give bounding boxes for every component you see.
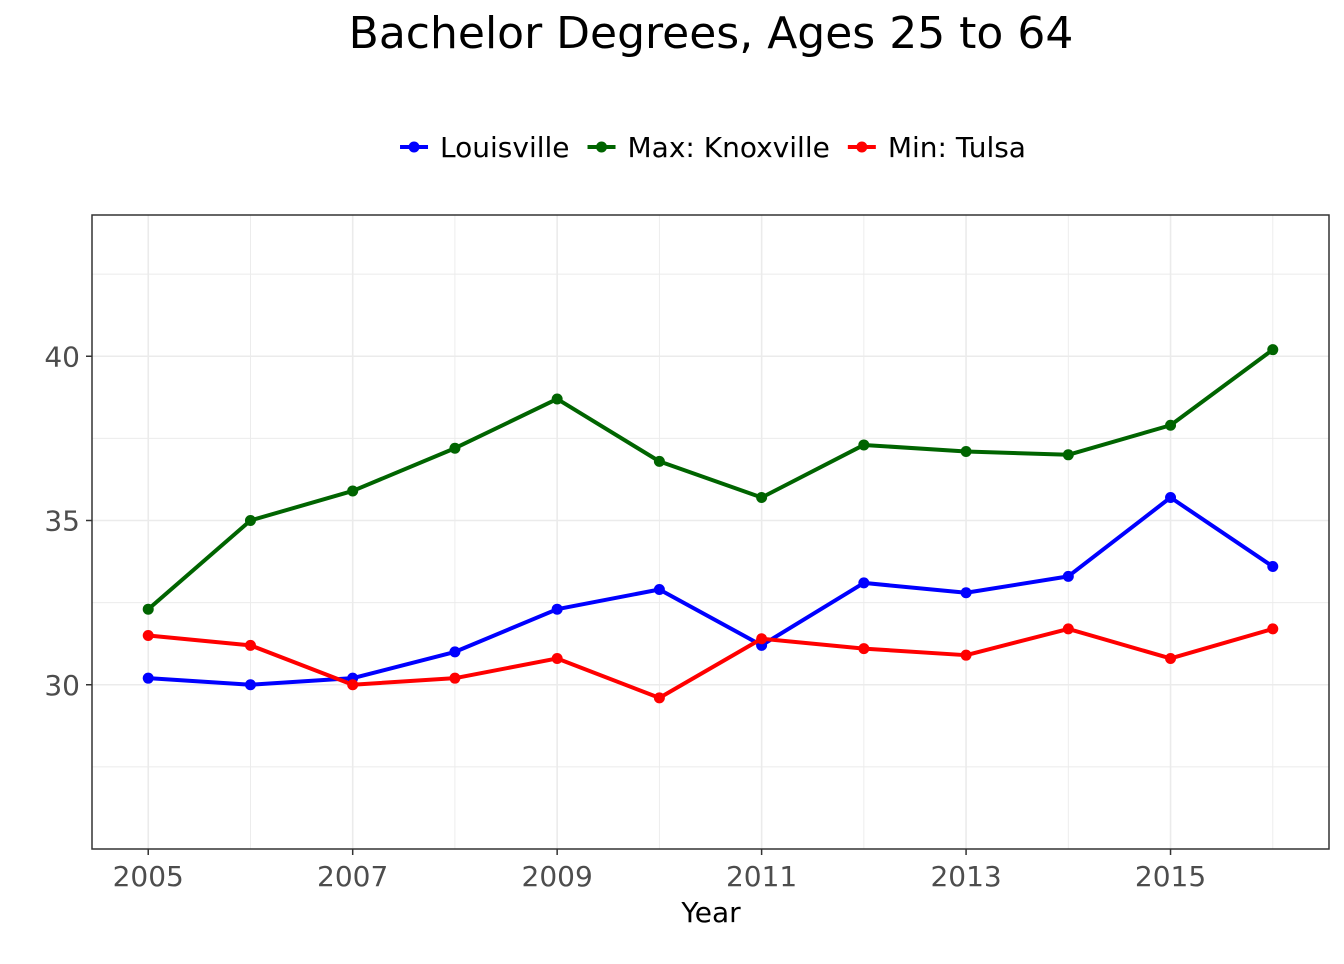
- y-axis: 30 35 40: [44, 340, 92, 702]
- data-point: [1165, 652, 1177, 664]
- legend-item: Min: Tulsa: [847, 131, 1026, 164]
- data-point: [1267, 344, 1279, 356]
- data-point: [960, 587, 972, 599]
- x-tick-label: 2005: [113, 860, 184, 893]
- data-point: [858, 439, 870, 451]
- y-tick-label: 35: [44, 505, 80, 538]
- data-point: [142, 603, 154, 615]
- series-line: [146, 347, 1275, 612]
- data-point: [653, 692, 665, 704]
- data-point: [142, 629, 154, 641]
- y-tick-label: 30: [44, 669, 80, 702]
- series-layer: [142, 344, 1279, 704]
- series-group: [142, 344, 1279, 615]
- data-point: [1165, 419, 1177, 431]
- x-tick-label: 2015: [1135, 860, 1206, 893]
- data-point: [551, 652, 563, 664]
- data-point: [449, 646, 461, 658]
- data-point: [1267, 623, 1279, 635]
- grid: [92, 215, 1329, 849]
- series-group: [142, 492, 1279, 691]
- data-point: [858, 643, 870, 655]
- data-point: [551, 393, 563, 405]
- data-point: [960, 649, 972, 661]
- data-point: [244, 679, 256, 691]
- data-point: [347, 485, 359, 497]
- data-point: [244, 515, 256, 527]
- legend-label: Louisville: [440, 131, 570, 164]
- x-axis-label: Year: [680, 896, 741, 929]
- series-group: [142, 623, 1279, 704]
- data-point: [1267, 560, 1279, 572]
- x-tick-label: 2013: [930, 860, 1001, 893]
- x-axis: 2005 2007 2009 2011 2013 2015: [113, 849, 1206, 893]
- legend-key-point: [408, 141, 420, 153]
- series-line: [146, 626, 1275, 700]
- legend-item: Max: Knoxville: [587, 131, 830, 164]
- legend: Louisville Max: Knoxville Min: Tulsa: [400, 131, 1026, 164]
- data-point: [1062, 570, 1074, 582]
- data-point: [1062, 623, 1074, 635]
- x-tick-label: 2011: [726, 860, 797, 893]
- series-line: [146, 495, 1275, 687]
- data-point: [347, 679, 359, 691]
- legend-key-point: [596, 141, 608, 153]
- chart-title: Bachelor Degrees, Ages 25 to 64: [349, 8, 1074, 59]
- legend-label: Min: Tulsa: [888, 131, 1026, 164]
- data-point: [653, 455, 665, 467]
- data-point: [1062, 449, 1074, 461]
- plot-panel-border: [91, 214, 1330, 850]
- data-point: [449, 442, 461, 454]
- x-tick-label: 2007: [317, 860, 388, 893]
- data-point: [653, 583, 665, 595]
- y-tick-label: 40: [44, 340, 80, 373]
- data-point: [960, 446, 972, 458]
- legend-item: Louisville: [400, 131, 570, 164]
- legend-key-point: [856, 141, 868, 153]
- data-point: [244, 639, 256, 651]
- data-point: [142, 672, 154, 684]
- data-point: [756, 492, 768, 504]
- data-point: [756, 633, 768, 645]
- data-point: [449, 672, 461, 684]
- data-point: [858, 577, 870, 589]
- data-point: [1165, 492, 1177, 504]
- data-point: [551, 603, 563, 615]
- x-tick-label: 2009: [522, 860, 593, 893]
- legend-label: Max: Knoxville: [628, 131, 830, 164]
